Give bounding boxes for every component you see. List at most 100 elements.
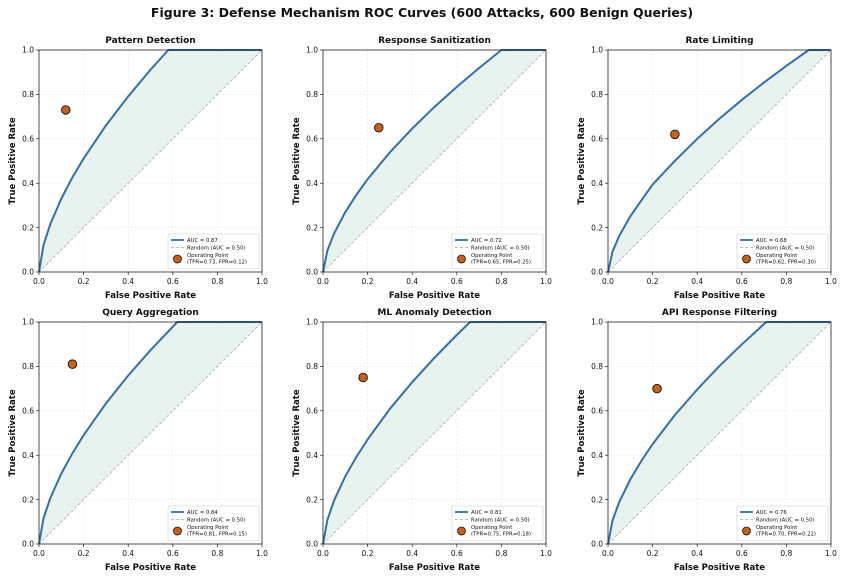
- x-axis-label: False Positive Rate: [105, 563, 196, 573]
- legend-box: [736, 505, 829, 542]
- x-tick-label: 0.6: [451, 549, 463, 558]
- roc-curve-line: [322, 321, 546, 545]
- legend-random-label: Random (AUC = 0.50): [756, 518, 815, 524]
- legend-random-label: Random (AUC = 0.50): [471, 246, 530, 252]
- x-tick-label: 0.2: [362, 277, 374, 286]
- x-tick-label: 0.2: [647, 549, 659, 558]
- panel-title: Pattern Detection: [105, 36, 195, 46]
- panel-title: ML Anomaly Detection: [377, 308, 491, 318]
- operating-point-marker: [67, 359, 78, 369]
- legend: AUC = 0.84 Random (AUC = 0.50)Operating P…: [167, 505, 260, 542]
- y-axis-label: True Positive Rate: [577, 117, 587, 204]
- y-tick-label: 0.8: [591, 90, 603, 99]
- legend-operating-point-values: (TPR=0.70, FPR=0.22): [756, 532, 816, 538]
- y-tick-label: 0.4: [22, 451, 34, 460]
- y-tick-label: 0.0: [306, 540, 318, 549]
- x-tick-label: 1.0: [540, 277, 552, 286]
- y-tick-label: 1.0: [306, 46, 318, 55]
- y-tick-label: 0.6: [22, 135, 34, 144]
- y-tick-label: 0.0: [306, 268, 318, 277]
- y-axis-label: True Positive Rate: [292, 389, 302, 476]
- y-tick-label: 1.0: [591, 318, 603, 327]
- y-tick-label: 0.6: [306, 407, 318, 416]
- operating-point-marker: [652, 383, 662, 394]
- x-tick-label: 0.2: [78, 277, 90, 286]
- y-tick-label: 1.0: [591, 46, 603, 55]
- x-tick-label: 1.0: [256, 549, 268, 558]
- x-tick-label: 0.4: [122, 277, 134, 286]
- y-tick-label: 0.0: [591, 268, 603, 277]
- panel-title: Response Sanitization: [378, 36, 491, 46]
- y-axis-label: True Positive Rate: [8, 389, 18, 476]
- x-tick-label: 1.0: [825, 549, 837, 558]
- legend-operating-point-swatch: [173, 526, 182, 536]
- legend: AUC = 0.87 Random (AUC = 0.50)Operating P…: [167, 233, 260, 270]
- legend-operating-point-label: Operating Point: [471, 525, 512, 531]
- legend: AUC = 0.68 Random (AUC = 0.50)Operating P…: [736, 233, 829, 270]
- x-tick-label: 0.8: [780, 549, 792, 558]
- x-axis-label: False Positive Rate: [674, 563, 765, 573]
- x-tick-label: 0.8: [495, 549, 507, 558]
- legend-box: [167, 233, 260, 270]
- random-diagonal-line: [607, 49, 832, 273]
- y-tick-label: 0.6: [591, 135, 603, 144]
- x-tick-label: 1.0: [256, 277, 268, 286]
- legend-random-label: Random (AUC = 0.50): [187, 246, 246, 252]
- roc-panel: 0.00.0 0.2 0.2 0.4 0.4 0.6 0.6 0.8 0.8 1.0 1.0 ML A…: [292, 308, 552, 573]
- random-diagonal-line: [607, 321, 832, 545]
- roc-panel: 0.00.0 0.2 0.2 0.4 0.4 0.6 0.6 0.8 0.8 1.0 1.0 Patt…: [8, 36, 268, 301]
- legend-operating-point-swatch: [742, 526, 751, 536]
- legend-random-label: Random (AUC = 0.50): [756, 246, 815, 252]
- legend-operating-point-label: Operating Point: [187, 253, 228, 259]
- x-axis-label: False Positive Rate: [389, 563, 480, 573]
- legend-box: [167, 505, 260, 542]
- legend-random-label: Random (AUC = 0.50): [187, 518, 246, 524]
- legend-auc-label: AUC = 0.81: [471, 510, 502, 516]
- legend-box: [451, 233, 544, 270]
- x-tick-label: 0.0: [317, 549, 329, 558]
- legend-operating-point-values: (TPR=0.62, FPR=0.30): [756, 260, 816, 266]
- y-tick-label: 0.0: [22, 268, 34, 277]
- legend-operating-point-values: (TPR=0.81, FPR=0.15): [187, 532, 247, 538]
- y-axis-label: True Positive Rate: [8, 117, 18, 204]
- legend: AUC = 0.72 Random (AUC = 0.50)Operating P…: [451, 233, 544, 270]
- x-tick-label: 0.0: [602, 277, 614, 286]
- x-tick-label: 0.2: [78, 549, 90, 558]
- roc-panel: 0.00.0 0.2 0.2 0.4 0.4 0.6 0.6 0.8 0.8 1.0 1.0 Rate…: [577, 36, 837, 301]
- legend-operating-point-swatch: [742, 254, 751, 264]
- legend-operating-point-label: Operating Point: [756, 525, 797, 531]
- y-tick-label: 1.0: [22, 46, 34, 55]
- roc-curve-line: [38, 49, 262, 273]
- y-tick-label: 0.4: [591, 451, 603, 460]
- roc-curve-line: [607, 49, 831, 273]
- y-axis-label: True Positive Rate: [577, 389, 587, 476]
- legend-auc-label: AUC = 0.84: [187, 510, 218, 516]
- legend-auc-label: AUC = 0.72: [471, 238, 502, 244]
- x-tick-label: 0.6: [451, 277, 463, 286]
- y-tick-label: 0.6: [22, 407, 34, 416]
- x-tick-label: 0.0: [33, 549, 45, 558]
- x-tick-label: 0.8: [495, 277, 507, 286]
- y-tick-label: 1.0: [22, 318, 34, 327]
- operating-point-marker: [670, 129, 680, 140]
- y-tick-label: 0.4: [306, 179, 318, 188]
- legend-box: [451, 505, 544, 542]
- legend-operating-point-values: (TPR=0.65, FPR=0.25): [471, 260, 531, 266]
- operating-point-marker: [358, 372, 368, 383]
- x-tick-label: 0.0: [33, 277, 45, 286]
- figure-title: Figure 3: Defense Mechanism ROC Curves (…: [151, 5, 693, 20]
- y-tick-label: 0.0: [591, 540, 603, 549]
- roc-curve-line: [322, 49, 546, 273]
- legend-operating-point-swatch: [457, 254, 466, 264]
- x-axis-label: False Positive Rate: [389, 291, 480, 301]
- y-tick-label: 0.8: [306, 362, 318, 371]
- legend-box: [736, 233, 829, 270]
- y-tick-label: 0.2: [591, 495, 603, 504]
- legend-operating-point-label: Operating Point: [471, 253, 512, 259]
- panel-title: API Response Filtering: [662, 308, 777, 318]
- x-axis-label: False Positive Rate: [674, 291, 765, 301]
- legend-auc-label: AUC = 0.68: [756, 238, 787, 244]
- y-tick-label: 0.2: [306, 223, 318, 232]
- roc-panel: 0.00.0 0.2 0.2 0.4 0.4 0.6 0.6 0.8 0.8 1.0 1.0 Quer…: [8, 308, 268, 573]
